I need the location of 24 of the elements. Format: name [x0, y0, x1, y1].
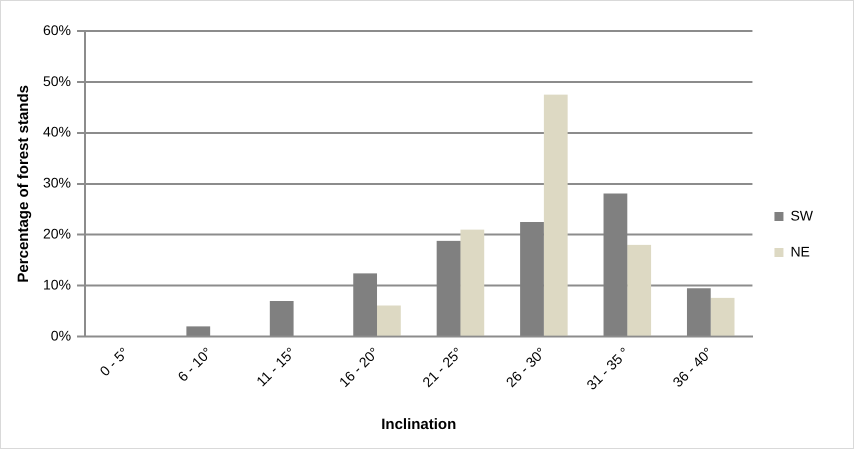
- legend-label: SW: [790, 207, 814, 224]
- x-tick-label: 36 - 40°: [669, 344, 716, 390]
- y-tick-label: 10%: [42, 276, 72, 293]
- x-axis-title: Inclination: [381, 416, 456, 434]
- x-tick-label: 0 - 5°: [96, 344, 132, 380]
- bar: [627, 244, 652, 336]
- x-tick-label: 16 - 20°: [336, 344, 382, 390]
- y-tick-label: 30%: [42, 174, 72, 191]
- y-tick-label: 50%: [42, 72, 72, 89]
- y-tick-label: 40%: [42, 124, 72, 140]
- x-tick-label: 6 - 10°: [174, 344, 216, 385]
- y-axis-title: Percentage of forest stands: [15, 85, 32, 283]
- bar: [377, 306, 401, 336]
- x-tick-label: 11 - 15°: [253, 344, 298, 390]
- bar: [460, 230, 484, 336]
- legend-label: NE: [790, 243, 810, 260]
- x-tick-label: 31 - 35 °: [583, 344, 632, 393]
- x-tick-label: 26 - 30°: [502, 344, 549, 390]
- bar: [544, 94, 568, 336]
- y-tick-label: 0%: [50, 327, 72, 344]
- y-tick-label: 20%: [42, 226, 72, 242]
- x-tick-label: 21 - 25°: [419, 344, 466, 390]
- bar: [710, 298, 735, 336]
- y-tick-label: 60%: [42, 22, 72, 38]
